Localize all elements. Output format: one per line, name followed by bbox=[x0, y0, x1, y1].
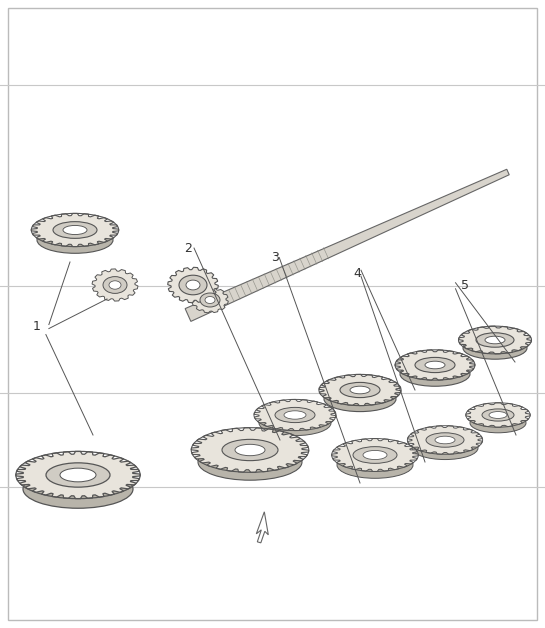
Polygon shape bbox=[191, 428, 309, 472]
Polygon shape bbox=[332, 438, 418, 472]
Polygon shape bbox=[458, 326, 531, 354]
Ellipse shape bbox=[435, 436, 455, 444]
Ellipse shape bbox=[415, 357, 455, 372]
Ellipse shape bbox=[60, 468, 96, 482]
Ellipse shape bbox=[470, 413, 526, 433]
Ellipse shape bbox=[400, 362, 470, 386]
Polygon shape bbox=[192, 287, 228, 313]
Polygon shape bbox=[185, 170, 509, 322]
Text: 3: 3 bbox=[271, 251, 279, 264]
Ellipse shape bbox=[46, 463, 110, 487]
Ellipse shape bbox=[340, 382, 380, 398]
Ellipse shape bbox=[259, 411, 331, 436]
Ellipse shape bbox=[109, 281, 121, 290]
Polygon shape bbox=[16, 452, 140, 499]
Ellipse shape bbox=[205, 296, 215, 303]
Ellipse shape bbox=[353, 447, 397, 463]
Ellipse shape bbox=[23, 470, 133, 508]
Ellipse shape bbox=[426, 433, 464, 447]
Ellipse shape bbox=[489, 411, 507, 418]
Ellipse shape bbox=[53, 222, 97, 239]
Ellipse shape bbox=[275, 408, 315, 423]
Text: 2: 2 bbox=[184, 242, 192, 254]
Ellipse shape bbox=[222, 440, 278, 461]
Ellipse shape bbox=[63, 225, 87, 235]
Ellipse shape bbox=[324, 386, 396, 411]
Ellipse shape bbox=[337, 452, 413, 479]
Ellipse shape bbox=[463, 337, 527, 359]
Ellipse shape bbox=[425, 361, 445, 369]
Polygon shape bbox=[254, 399, 336, 431]
Ellipse shape bbox=[412, 436, 478, 460]
Ellipse shape bbox=[198, 444, 302, 480]
Ellipse shape bbox=[363, 450, 387, 460]
Polygon shape bbox=[256, 512, 268, 543]
Ellipse shape bbox=[485, 336, 505, 344]
Ellipse shape bbox=[186, 280, 200, 290]
Ellipse shape bbox=[37, 227, 113, 253]
Ellipse shape bbox=[476, 333, 514, 347]
Ellipse shape bbox=[284, 411, 306, 419]
Polygon shape bbox=[32, 214, 119, 247]
Polygon shape bbox=[395, 350, 475, 380]
Text: 1: 1 bbox=[33, 320, 41, 333]
Ellipse shape bbox=[103, 276, 127, 293]
Polygon shape bbox=[319, 374, 401, 406]
Text: 5: 5 bbox=[461, 279, 469, 292]
Ellipse shape bbox=[200, 293, 220, 307]
Ellipse shape bbox=[482, 409, 514, 421]
Text: 4: 4 bbox=[353, 267, 361, 279]
Ellipse shape bbox=[179, 275, 207, 295]
Ellipse shape bbox=[350, 386, 370, 394]
Polygon shape bbox=[466, 403, 530, 427]
Polygon shape bbox=[168, 268, 219, 303]
Polygon shape bbox=[92, 269, 138, 301]
Polygon shape bbox=[408, 426, 482, 454]
Ellipse shape bbox=[235, 444, 265, 456]
